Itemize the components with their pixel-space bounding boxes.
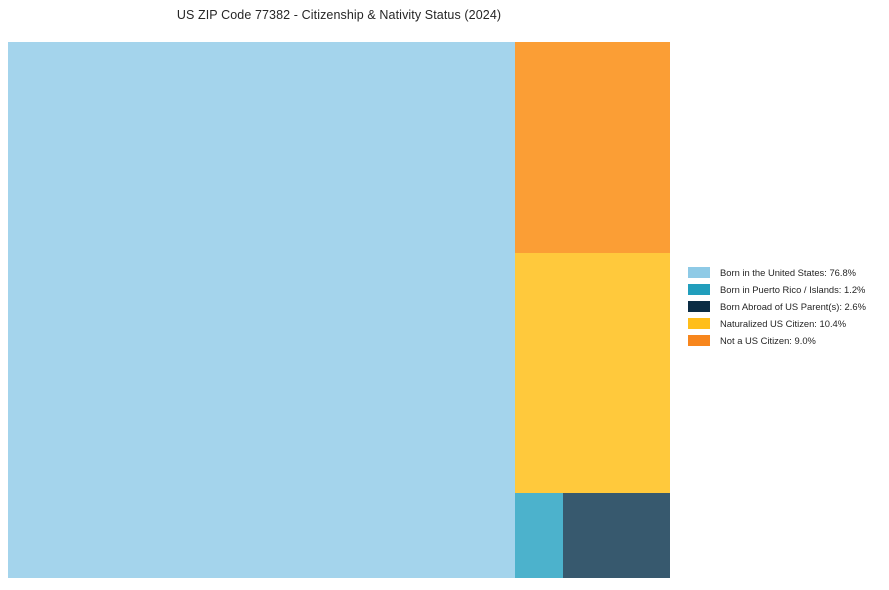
legend-swatch-not-a-us-citizen bbox=[688, 335, 710, 346]
legend-item-naturalized-us-citizen[interactable]: Naturalized US Citizen: 10.4% bbox=[688, 315, 883, 332]
treemap-tile-born-in-puerto-rico-islands[interactable] bbox=[514, 492, 563, 578]
treemap-tile-naturalized-us-citizen[interactable] bbox=[514, 253, 670, 494]
legend-item-not-a-us-citizen[interactable]: Not a US Citizen: 9.0% bbox=[688, 332, 883, 349]
legend-item-born-in-puerto-rico-islands[interactable]: Born in Puerto Rico / Islands: 1.2% bbox=[688, 281, 883, 298]
treemap-tile-born-in-united-states[interactable] bbox=[8, 42, 515, 578]
legend-label-born-abroad-of-us-parents: Born Abroad of US Parent(s): 2.6% bbox=[720, 301, 866, 312]
treemap-tile-not-a-us-citizen[interactable] bbox=[514, 42, 670, 254]
legend-label-not-a-us-citizen: Not a US Citizen: 9.0% bbox=[720, 335, 816, 346]
legend-item-born-in-united-states[interactable]: Born in the United States: 76.8% bbox=[688, 264, 883, 281]
legend-label-born-in-puerto-rico-islands: Born in Puerto Rico / Islands: 1.2% bbox=[720, 284, 866, 295]
legend-label-naturalized-us-citizen: Naturalized US Citizen: 10.4% bbox=[720, 318, 847, 329]
legend-swatch-born-in-united-states bbox=[688, 267, 710, 278]
treemap-plot-area bbox=[8, 42, 670, 578]
legend-swatch-born-in-puerto-rico-islands bbox=[688, 284, 710, 295]
legend-swatch-naturalized-us-citizen bbox=[688, 318, 710, 329]
chart-title: US ZIP Code 77382 - Citizenship & Nativi… bbox=[176, 8, 502, 22]
legend-label-born-in-united-states: Born in the United States: 76.8% bbox=[720, 267, 857, 278]
chart-legend: Born in the United States: 76.8% Born in … bbox=[688, 264, 883, 349]
treemap-tile-born-abroad-of-us-parents[interactable] bbox=[563, 492, 670, 578]
legend-swatch-born-abroad-of-us-parents bbox=[688, 301, 710, 312]
legend-item-born-abroad-of-us-parents[interactable]: Born Abroad of US Parent(s): 2.6% bbox=[688, 298, 883, 315]
